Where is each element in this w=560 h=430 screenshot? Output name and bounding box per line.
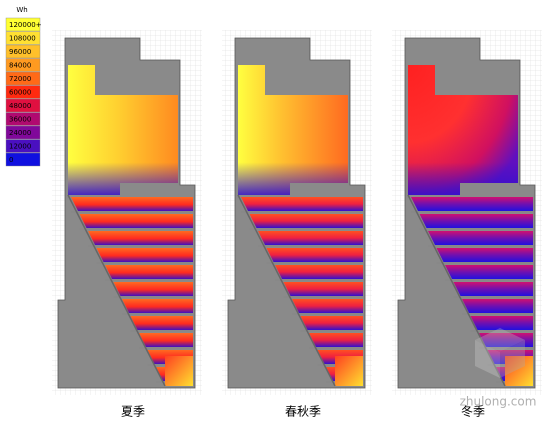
room-heat	[283, 282, 363, 296]
room-heat	[300, 316, 363, 330]
panels: 夏季 春秋季 冬季	[52, 30, 542, 419]
panel-caption: 冬季	[461, 404, 485, 419]
legend-swatch	[5, 85, 41, 99]
legend-label: 72000	[9, 75, 31, 83]
legend-label: 84000	[9, 61, 31, 69]
stair-diagonal	[67, 194, 166, 387]
legend-label: 96000	[9, 48, 31, 56]
room-corner	[165, 356, 193, 386]
watermark: zhulong.com	[460, 395, 537, 409]
room-heat	[275, 265, 363, 279]
legend: 120000+ 108000 96000 84000 72000 60000 48000 36…	[5, 17, 42, 167]
room-heat	[428, 231, 533, 245]
room-heat	[453, 282, 533, 296]
room-heat	[249, 214, 363, 228]
legend-label: 48000	[9, 102, 31, 110]
heat-top-shade	[408, 65, 518, 195]
room-heat	[479, 333, 533, 347]
room-heat	[105, 265, 193, 279]
room-heat	[436, 248, 533, 262]
legend-label: 24000	[9, 129, 31, 137]
legend-swatch	[5, 139, 41, 153]
room-heat	[130, 316, 193, 330]
room-heat	[113, 282, 193, 296]
legend-swatch	[5, 112, 41, 126]
legend-label: 108000	[9, 34, 36, 42]
legend-swatch	[5, 71, 41, 86]
room-heat	[122, 299, 193, 313]
legend-swatch	[5, 125, 41, 140]
panel: 夏季	[52, 30, 202, 419]
room-heat	[79, 214, 193, 228]
room-heat	[88, 231, 193, 245]
room-heat	[139, 333, 193, 347]
panel: 冬季	[392, 30, 542, 419]
legend-swatch	[5, 17, 41, 32]
room-heat	[292, 299, 363, 313]
heat-top-shade	[238, 65, 348, 195]
legend-unit: Wh	[16, 6, 27, 14]
watermark-logo	[475, 328, 525, 378]
panel: 春秋季	[222, 30, 372, 419]
legend-label: 120000+	[9, 21, 42, 29]
legend-label: 12000	[9, 142, 31, 150]
room-corner	[335, 356, 363, 386]
room-heat	[266, 248, 363, 262]
legend-label: 36000	[9, 115, 31, 123]
room-heat	[96, 248, 193, 262]
panel-caption: 春秋季	[285, 405, 321, 419]
legend-label: 60000	[9, 88, 31, 96]
room-heat	[411, 197, 533, 211]
room-heat	[419, 214, 533, 228]
legend-swatch	[5, 152, 41, 167]
room-heat	[470, 316, 533, 330]
legend-swatch	[5, 31, 41, 45]
panel-caption: 夏季	[121, 405, 145, 419]
room-heat	[309, 333, 363, 347]
room-corner	[505, 356, 533, 386]
room-heat	[241, 197, 363, 211]
room-heat	[462, 299, 533, 313]
legend-swatch	[5, 58, 41, 72]
room-heat	[445, 265, 533, 279]
legend-swatch	[5, 44, 41, 59]
stair-diagonal	[407, 194, 506, 387]
room-heat	[258, 231, 363, 245]
legend-swatch	[5, 98, 41, 113]
stair-diagonal	[237, 194, 336, 387]
room-heat	[71, 197, 193, 211]
legend-label: 0	[9, 156, 13, 164]
heat-top-shade	[68, 65, 178, 195]
